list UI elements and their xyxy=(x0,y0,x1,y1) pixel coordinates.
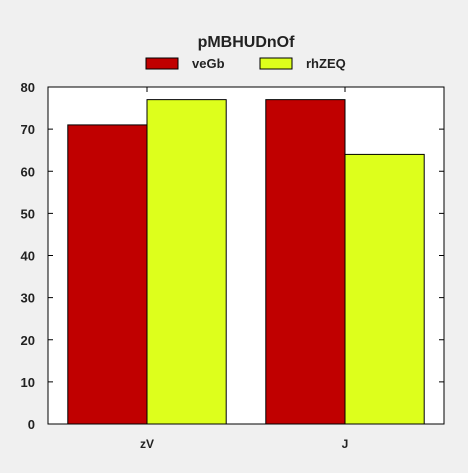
x-tick-label: zV xyxy=(140,437,154,451)
bar-veGb-zV xyxy=(67,124,148,425)
y-tick-label: 70 xyxy=(21,122,35,137)
y-tick-label: 20 xyxy=(21,333,35,348)
y-tick-label: 0 xyxy=(28,417,35,432)
x-tick-label: J xyxy=(342,437,349,451)
y-tick-label: 50 xyxy=(21,206,35,221)
legend-swatch-veGb xyxy=(145,57,179,70)
y-tick-label: 30 xyxy=(21,291,35,306)
y-tick-label: 10 xyxy=(21,375,35,390)
bars-group xyxy=(67,99,425,425)
legend-swatch-rhZEQ xyxy=(259,57,293,70)
y-tick-label: 60 xyxy=(21,164,35,179)
legend-label: veGb xyxy=(192,56,225,71)
bar-rhZEQ-J xyxy=(344,153,425,425)
chart-title: pMBHUDnOf xyxy=(198,34,296,51)
bar-veGb-J xyxy=(265,99,346,425)
y-tick-label: 80 xyxy=(21,80,35,95)
y-tick-label: 40 xyxy=(21,249,35,264)
bar-rhZEQ-zV xyxy=(146,99,227,425)
legend-label: rhZEQ xyxy=(306,56,346,71)
x-axis: zV J xyxy=(140,87,348,451)
legend: veGb rhZEQ xyxy=(145,56,346,71)
y-axis: 0 10 20 30 40 50 60 70 80 xyxy=(21,80,444,432)
